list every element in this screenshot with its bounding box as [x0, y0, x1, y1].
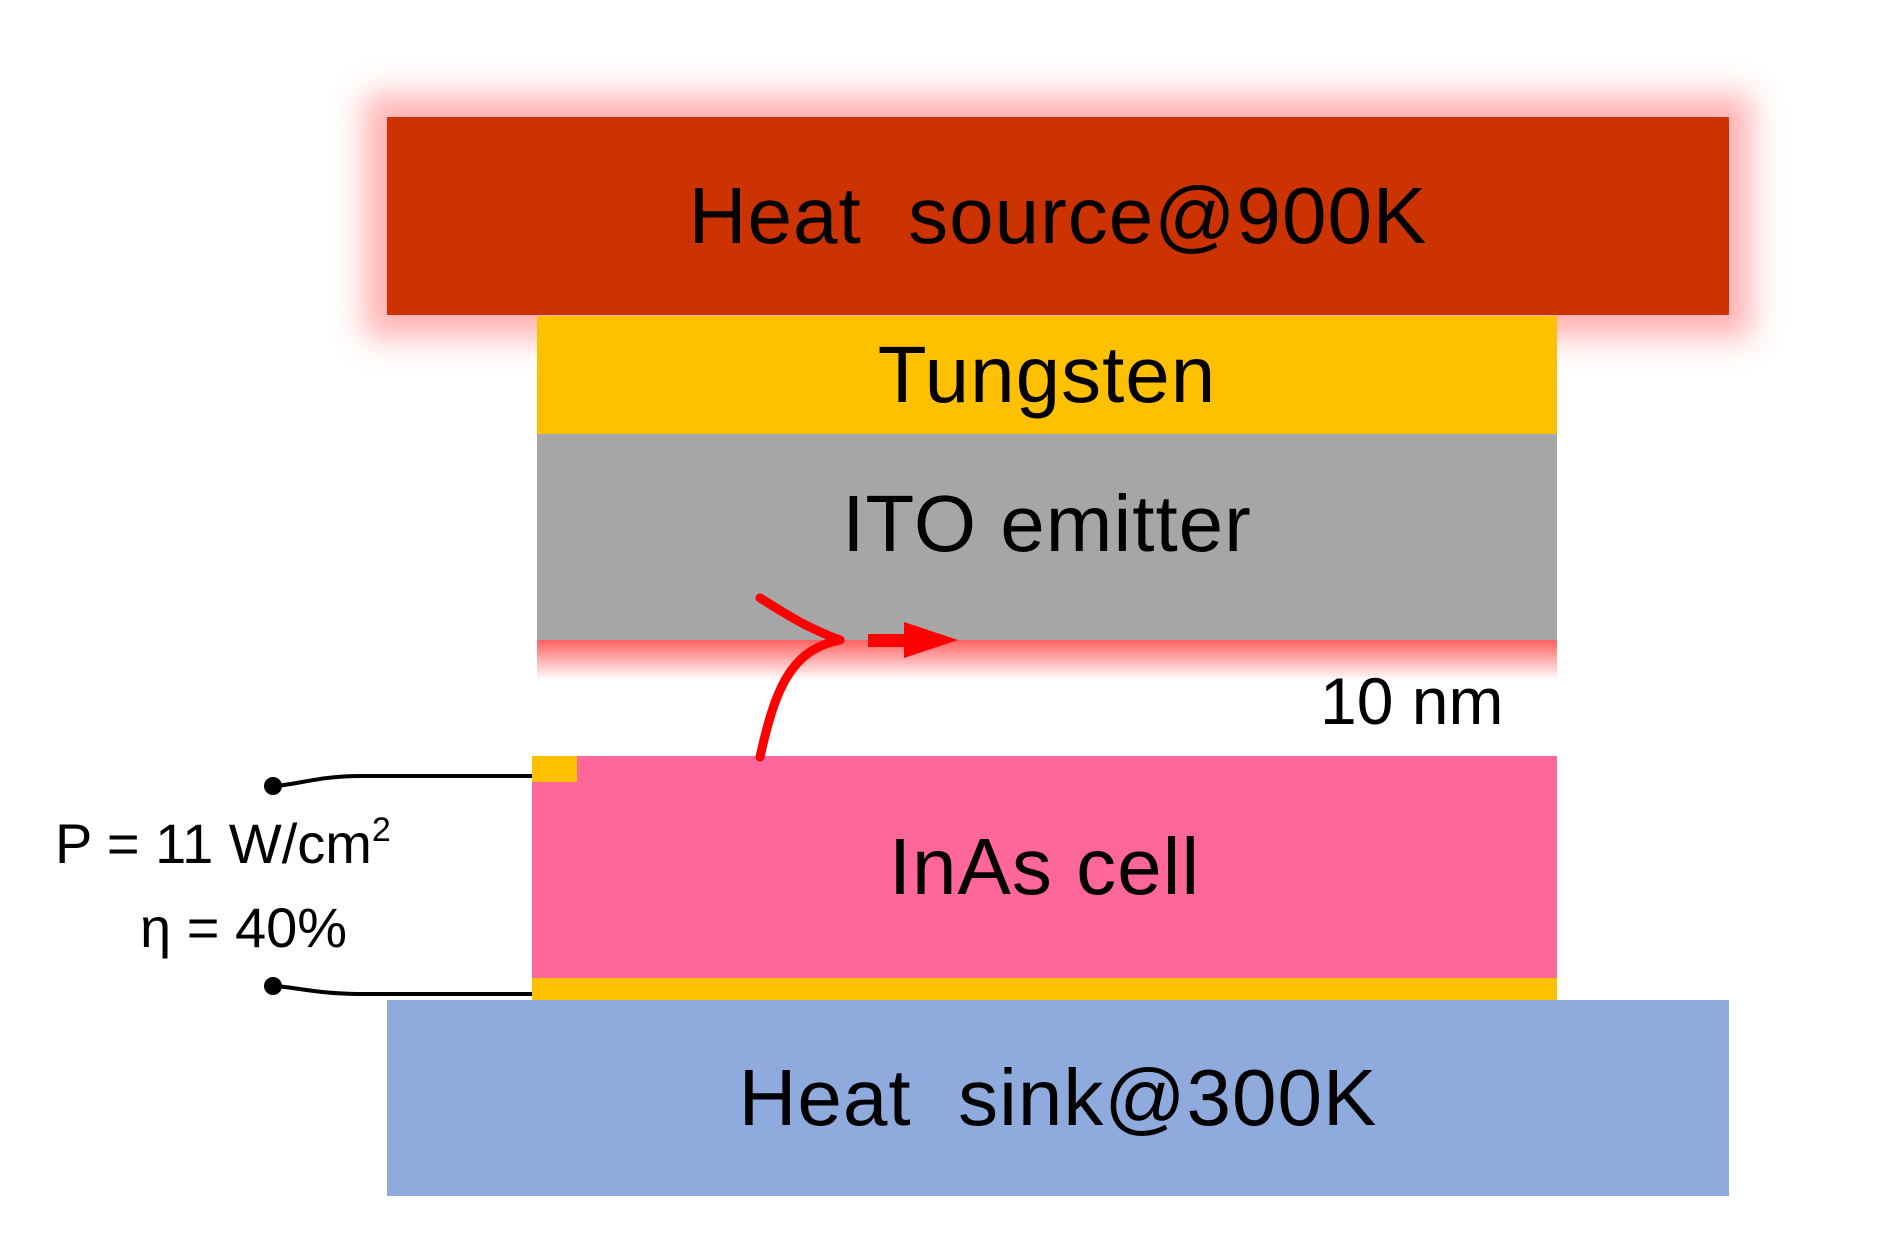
inas-cell-label: InAs cell	[888, 822, 1201, 911]
power-density-exponent: 2	[371, 811, 391, 849]
heat-sink-layer: Heat sink@300K	[387, 1000, 1729, 1196]
power-density-value: P = 11 W/cm	[55, 812, 372, 875]
ito-emitter-layer: ITO emitter	[537, 434, 1557, 640]
efficiency-label: η = 40%	[140, 896, 348, 959]
ito-emitter-label: ITO emitter	[842, 479, 1252, 568]
heat-sink-label: Heat sink@300K	[738, 1053, 1378, 1142]
bottom-wire	[274, 984, 532, 996]
near-field-gap-glow	[537, 640, 1557, 680]
tungsten-label: Tungsten	[877, 330, 1217, 419]
gap-width-label: 10 nm	[1320, 664, 1504, 738]
heat-source-layer: Heat source@900K	[387, 117, 1729, 315]
bottom-terminal	[264, 977, 282, 995]
top-wire	[274, 774, 532, 788]
top-contact	[532, 756, 577, 782]
inas-cell-layer: InAs cell	[532, 756, 1557, 978]
power-density-label: P = 11 W/cm2	[55, 813, 391, 872]
top-terminal	[264, 777, 282, 795]
electrical-wires	[264, 774, 532, 996]
heat-source-label: Heat source@900K	[688, 171, 1428, 260]
bottom-contact	[532, 978, 1557, 1000]
tungsten-layer: Tungsten	[537, 316, 1557, 434]
